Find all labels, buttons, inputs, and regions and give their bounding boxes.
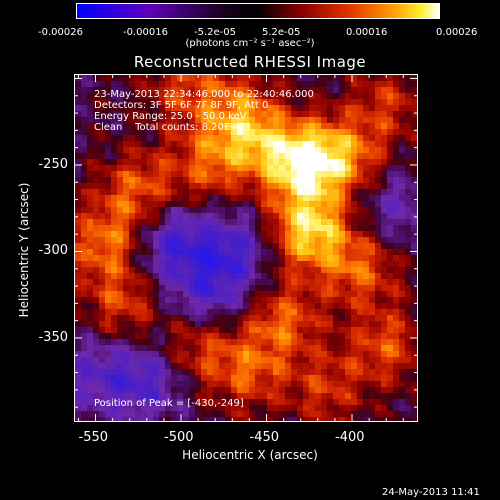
colorbar-tick-label: -5.2e-05 <box>194 27 236 38</box>
x-tick-label: -400 <box>335 430 365 445</box>
plot-frame <box>74 74 418 422</box>
heatmap-image <box>75 75 417 421</box>
x-tick-label: -500 <box>164 430 194 445</box>
y-axis-label: Heliocentric Y (arcsec) <box>17 182 31 318</box>
colorbar-units: (photons cm⁻² s⁻¹ asec⁻²) <box>185 38 315 49</box>
x-tick-label: -550 <box>78 430 109 445</box>
timestamp: 24-May-2013 11:41 <box>382 487 480 498</box>
colorbar-tick-label: 5.2e-05 <box>262 27 301 38</box>
x-axis-label: Heliocentric X (arcsec) <box>182 448 318 462</box>
info-line-detectors: Detectors: 3F 5F 6F 7F 8F 9F, Att 0 <box>94 100 269 111</box>
colorbar-tick-label: -0.00016 <box>123 27 168 38</box>
info-line-time: 23-May-2013 22:34:46.000 to 22:40:46.000 <box>94 89 314 100</box>
colorbar-tick-label: 0.00016 <box>346 27 388 38</box>
chart-title: Reconstructed RHESSI Image <box>133 53 367 71</box>
info-line-energy: Energy Range: 25.0 - 50.0 keV <box>94 111 247 122</box>
peak-position-label: Position of Peak = [-430,-249] <box>94 398 244 409</box>
y-tick-label: -350 <box>38 329 68 345</box>
colorbar <box>76 3 440 19</box>
info-line-counts: Clean Total counts: 8.20E+03 <box>94 122 252 133</box>
colorbar-tick-label: 0.00026 <box>436 27 478 38</box>
y-tick-label: -250 <box>38 156 68 172</box>
y-tick-label: -300 <box>38 243 68 259</box>
axis-ticks <box>74 74 418 422</box>
colorbar-gradient <box>77 4 439 18</box>
x-tick-label: -450 <box>249 430 280 445</box>
colorbar-tick-label: -0.00026 <box>38 27 83 38</box>
